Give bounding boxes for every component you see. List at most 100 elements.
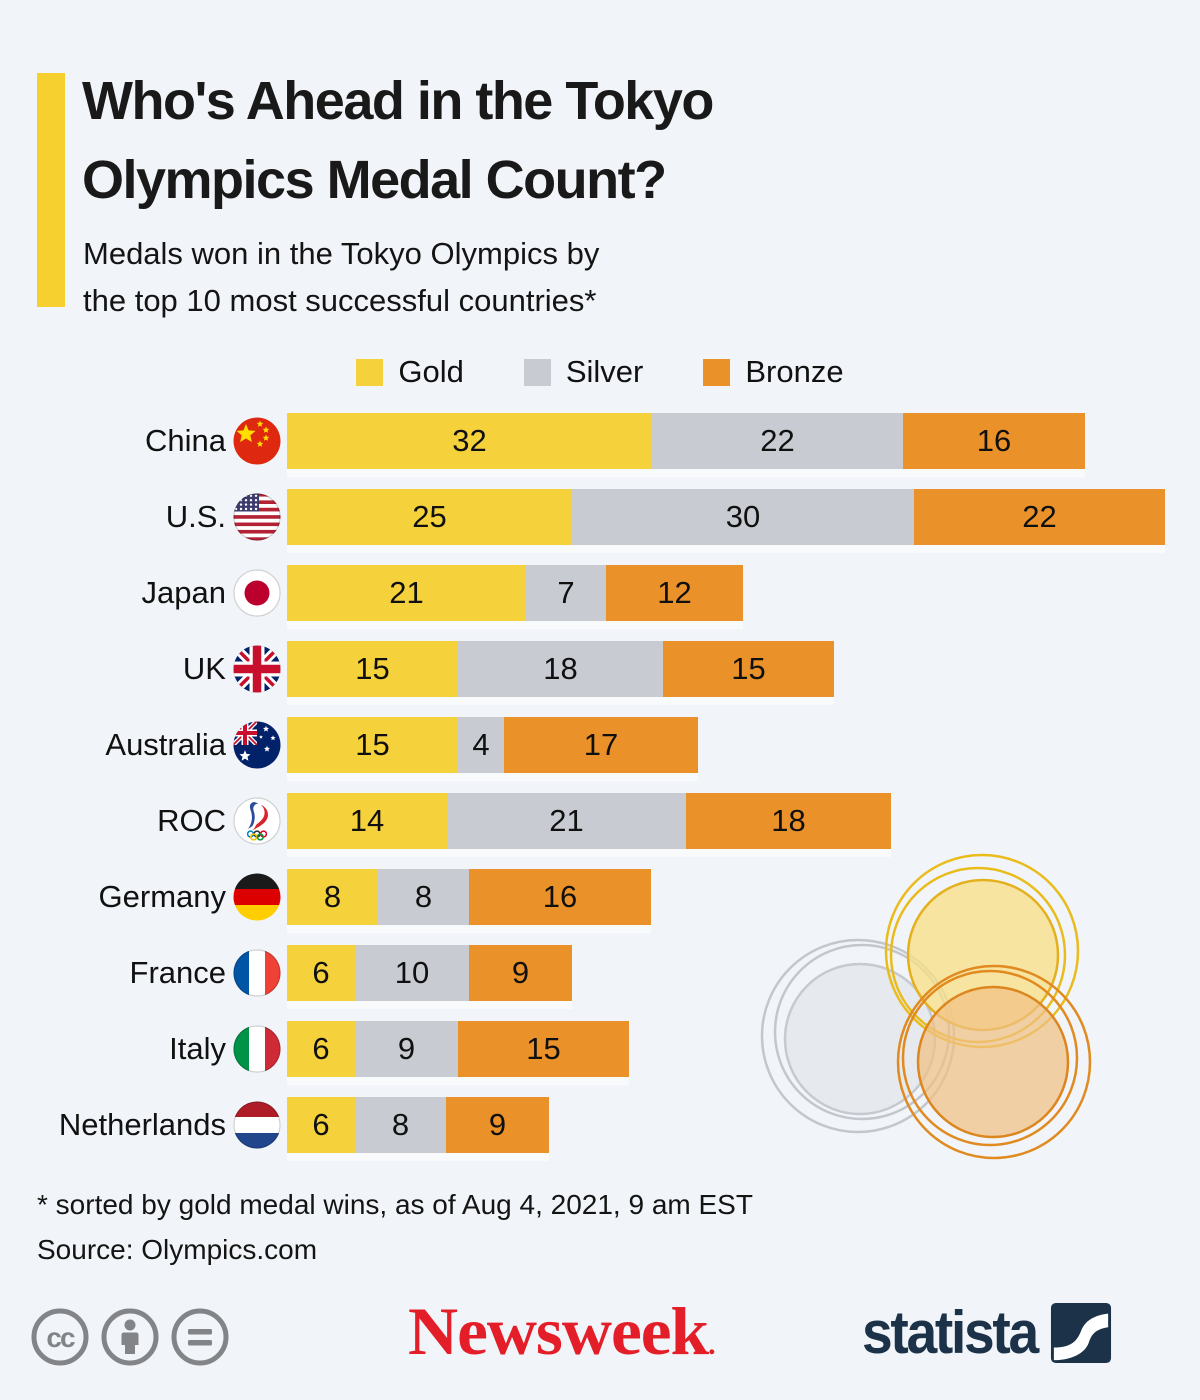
germany-flag-icon: [226, 873, 287, 921]
silver-bar-segment: 30: [572, 489, 914, 545]
creative-commons-icons[interactable]: cc: [30, 1306, 240, 1368]
legend-label: Silver: [565, 354, 644, 389]
bronze-bar-segment: 9: [446, 1097, 549, 1153]
newsweek-dot: .: [708, 1328, 716, 1361]
bronze-bar-segment: 15: [663, 641, 834, 697]
australia-flag-icon: [226, 721, 287, 769]
medal-circles-decoration: [760, 853, 1092, 1160]
legend-item-gold: Gold: [356, 354, 464, 390]
silver-value-label: 22: [760, 423, 795, 458]
legend-label: Bronze: [745, 354, 844, 389]
japan-flag-icon: [226, 569, 287, 617]
gold-bar-segment: 6: [287, 1097, 355, 1153]
gold-value-label: 14: [349, 803, 385, 838]
page-title-line2: Olympics Medal Count?: [82, 150, 667, 210]
silver-value-label: 10: [394, 955, 430, 990]
netherlands-flag-icon: [226, 1101, 287, 1149]
bronze-bar-segment: 16: [469, 869, 651, 925]
gold-value-label: 25: [412, 499, 447, 534]
silver-value-label: 4: [472, 727, 490, 762]
gold-swatch: [356, 358, 384, 386]
bronze-swatch: [703, 358, 731, 386]
silver-bar-segment: 21: [447, 793, 686, 849]
silver-bar-segment: 9: [355, 1021, 458, 1077]
legend-item-silver: Silver: [523, 354, 644, 390]
bronze-bar-segment: 22: [914, 489, 1165, 545]
chart-legend: Gold Silver Bronze: [0, 354, 1200, 390]
silver-swatch: [523, 358, 551, 386]
chart-row-germany: Germany 8 8 16: [0, 869, 1200, 925]
bronze-value-label: 15: [731, 651, 766, 686]
gold-value-label: 6: [312, 1107, 330, 1142]
statista-logo[interactable]: statista: [862, 1298, 1112, 1367]
silver-value-label: 18: [543, 651, 578, 686]
bronze-value-label: 16: [542, 879, 578, 914]
silver-bar-segment: 8: [355, 1097, 446, 1153]
gold-value-label: 6: [312, 955, 330, 990]
newsweek-wordmark: Newsweek: [408, 1293, 709, 1369]
silver-value-label: 7: [557, 575, 575, 610]
attribution-icon: [101, 1308, 159, 1366]
gold-bar-segment: 21: [287, 565, 526, 621]
footnote-note: * sorted by gold medal wins, as of Aug 4…: [37, 1189, 753, 1220]
chart-row-uk: UK 15 18 15: [0, 641, 1200, 697]
italy-flag-icon: [226, 1025, 287, 1073]
bronze-value-label: 15: [526, 1031, 561, 1066]
bronze-value-label: 18: [771, 803, 806, 838]
gold-bar-segment: 25: [287, 489, 572, 545]
bronze-medal-decoration: [896, 964, 1092, 1160]
stacked-bar: 32 22 16: [287, 413, 1085, 469]
gold-bar-segment: 14: [287, 793, 447, 849]
chart-row-japan: Japan 21 7 12: [0, 565, 1200, 621]
bronze-value-label: 17: [583, 727, 619, 762]
bronze-bar-segment: 17: [504, 717, 698, 773]
country-label: Italy: [169, 1031, 226, 1066]
silver-bar-segment: 7: [526, 565, 606, 621]
country-label: Australia: [105, 727, 226, 762]
country-label: Japan: [141, 575, 226, 610]
chart-row-china: China 32 22 16: [0, 413, 1200, 469]
gold-value-label: 21: [389, 575, 424, 610]
country-label: China: [145, 423, 226, 458]
bronze-value-label: 9: [488, 1107, 507, 1142]
country-label: Netherlands: [58, 1107, 226, 1142]
page-subtitle-line2: the top 10 most successful countries*: [83, 283, 597, 318]
medal-bar-chart: China 32 22 16 U.S. 25 30 22 Japan 21 7 12 UK 15 18 15 A…: [0, 413, 1200, 1173]
footnote-source: Source: Olympics.com: [37, 1234, 318, 1265]
stacked-bar: 6 10 9: [287, 945, 572, 1001]
legend-item-bronze: Bronze: [703, 354, 844, 390]
country-label: France: [129, 955, 226, 990]
gold-bar-segment: 8: [287, 869, 378, 925]
newsweek-logo[interactable]: Newsweek.: [408, 1292, 716, 1371]
silver-bar-segment: 18: [458, 641, 663, 697]
us-flag-icon: [226, 493, 287, 541]
stacked-bar: 6 9 15: [287, 1021, 629, 1077]
bronze-value-label: 22: [1022, 499, 1057, 534]
silver-value-label: 8: [391, 1107, 410, 1142]
chart-row-roc: ROC 14 21 18: [0, 793, 1200, 849]
gold-value-label: 15: [355, 651, 390, 686]
chart-row-netherlands: Netherlands 6 8 9: [0, 1097, 1200, 1153]
gold-value-label: 8: [323, 879, 342, 914]
chart-row-italy: Italy 6 9 15: [0, 1021, 1200, 1077]
bronze-bar-segment: 18: [686, 793, 891, 849]
svg-text:cc: cc: [46, 1322, 75, 1353]
stacked-bar: 15 4 17: [287, 717, 698, 773]
stacked-bar: 25 30 22: [287, 489, 1165, 545]
cc-icon: cc: [31, 1308, 89, 1366]
country-label: U.S.: [165, 499, 226, 534]
page-title-line1: Who's Ahead in the Tokyo: [82, 71, 714, 131]
gold-bar-segment: 15: [287, 717, 458, 773]
bronze-value-label: 9: [511, 955, 530, 990]
stacked-bar: 15 18 15: [287, 641, 834, 697]
title-accent-bar: [37, 73, 65, 307]
silver-bar-segment: 22: [652, 413, 903, 469]
roc-flag-icon: [226, 797, 287, 845]
country-label: Germany: [98, 879, 226, 914]
page-subtitle: Medals won in the Tokyo Olympics by the …: [83, 230, 599, 324]
silver-value-label: 21: [549, 803, 584, 838]
bronze-value-label: 12: [657, 575, 692, 610]
chart-row-france: France 6 10 9: [0, 945, 1200, 1001]
china-flag-icon: [226, 417, 287, 465]
country-label: UK: [182, 651, 226, 686]
